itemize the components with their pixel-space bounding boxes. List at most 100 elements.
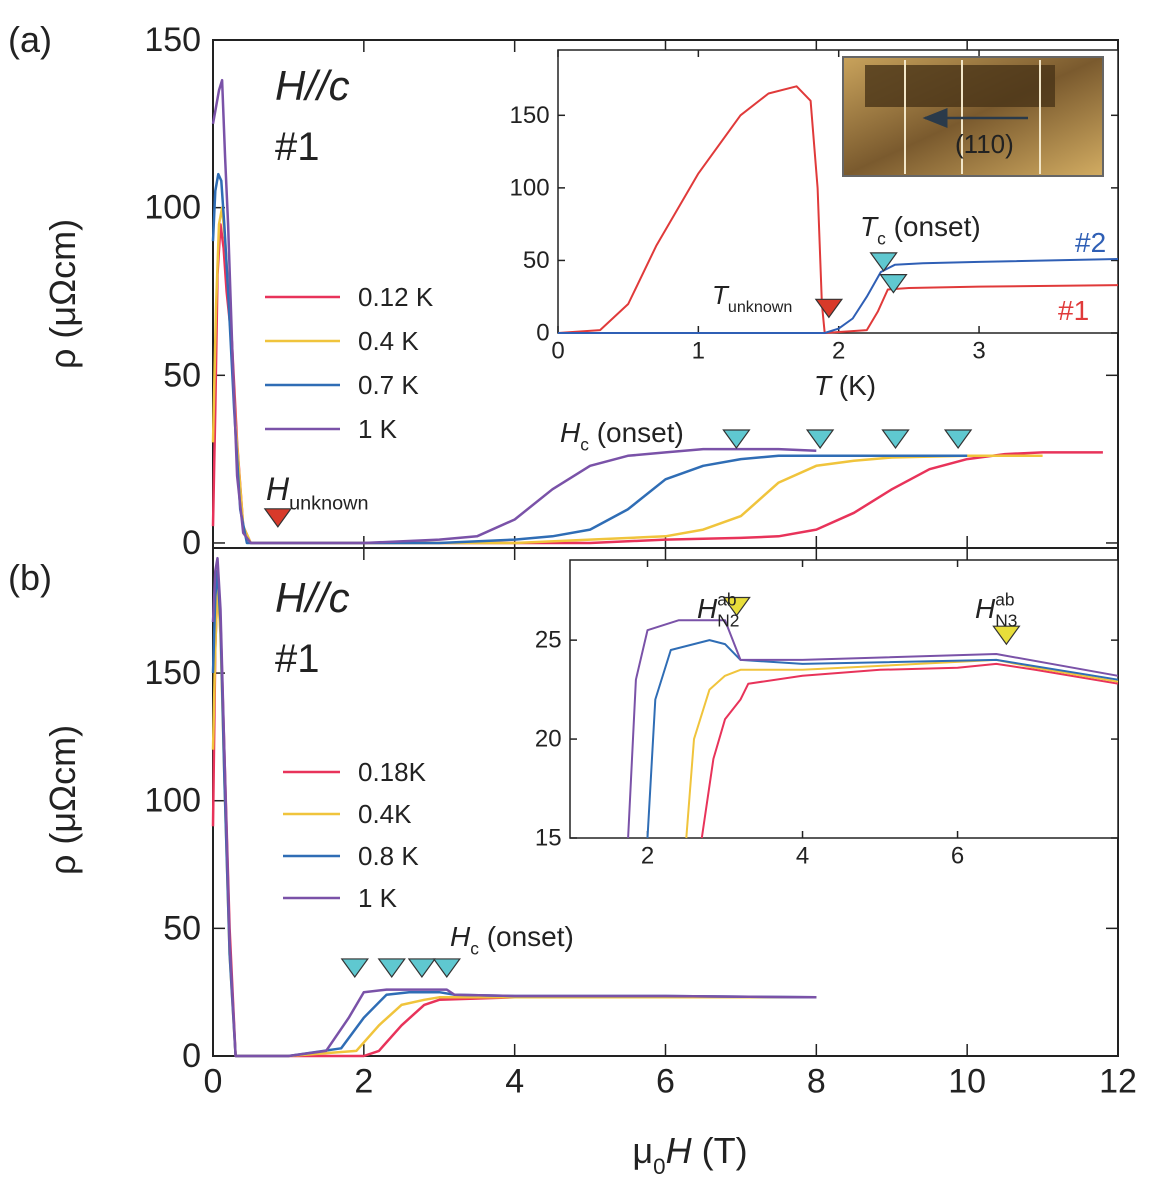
onset-marker — [879, 274, 908, 294]
annotation-text: (onset) — [589, 417, 684, 448]
y-axis-label: ρ (μΩcm) — [42, 725, 83, 875]
annotation: H//c — [275, 574, 350, 621]
y-tick-label: 100 — [144, 189, 201, 227]
x-tick-label: 10 — [948, 1063, 986, 1101]
data-line — [211, 78, 817, 545]
plot-frame — [569, 559, 1119, 839]
annotation: (a) — [8, 19, 52, 60]
x-tick-label: 2 — [641, 843, 654, 870]
y-tick-label: 25 — [535, 627, 562, 654]
annotation-text: (onset) — [479, 921, 574, 952]
annotation-text: unknown — [289, 493, 368, 515]
data-line — [700, 662, 1119, 839]
data-line — [685, 658, 1119, 839]
annotation-text: (onset) — [886, 211, 981, 242]
y-tick-label: 0 — [182, 1037, 201, 1075]
legend-label: 0.8 K — [358, 841, 419, 871]
y-tick-label: 150 — [510, 102, 550, 129]
onset-marker — [992, 625, 1021, 646]
y-tick-label: 150 — [144, 654, 201, 692]
annotation-text: ab — [995, 589, 1014, 609]
y-tick-label: 50 — [163, 356, 201, 394]
data-line — [646, 639, 1119, 839]
y-tick-label: 100 — [144, 782, 201, 820]
legend-label: 0.7 K — [358, 370, 419, 400]
legend-label: 1 K — [358, 883, 398, 913]
x-tick-label: 12 — [1099, 1063, 1137, 1101]
y-tick-label: 150 — [144, 21, 201, 59]
x-tick-label: 8 — [807, 1063, 826, 1101]
annotation-text: c — [470, 938, 479, 958]
annotation-text: 0 — [653, 1154, 665, 1179]
annotation-text: μ — [632, 1130, 653, 1171]
annotation-text: H — [560, 417, 581, 448]
legend-label: 0.12 K — [358, 282, 434, 312]
onset-marker — [377, 958, 406, 978]
onset-marker — [869, 252, 898, 272]
y-axis-label: ρ (μΩcm) — [42, 219, 83, 369]
photo-label: (110) — [955, 129, 1014, 159]
x-tick-label: 6 — [656, 1063, 675, 1101]
onset-marker — [407, 958, 437, 978]
annotation: #1 — [275, 637, 320, 681]
x-tick-label: 4 — [505, 1063, 524, 1101]
annotation-text: T — [814, 370, 833, 401]
series-label: #1 — [1058, 295, 1089, 326]
onset-marker — [722, 596, 751, 617]
y-tick-label: 20 — [535, 726, 562, 753]
series-label: #2 — [1075, 227, 1106, 258]
annotation-text: c — [580, 434, 589, 454]
x-tick-label: 1 — [692, 338, 705, 365]
x-tick-label: 2 — [354, 1063, 373, 1101]
annotation-text: H — [266, 471, 290, 507]
annotation-text: H — [666, 1130, 693, 1171]
annotation: (b) — [8, 557, 52, 598]
annotation-text: N2 — [717, 610, 739, 630]
annotation-text: #1 — [275, 125, 320, 169]
onset-marker — [722, 429, 751, 450]
onset-marker — [805, 429, 835, 450]
annotation-text: unknown — [728, 298, 793, 316]
annotation-text: T — [860, 211, 879, 242]
x-tick-label: 2 — [832, 338, 845, 365]
annotation-text: (T) — [692, 1130, 748, 1171]
annotation: H//c — [275, 62, 350, 109]
annotation-text: H — [450, 921, 471, 952]
x-tick-label: 6 — [951, 843, 964, 870]
annotation: #1 — [275, 125, 320, 169]
annotation-text: c — [877, 228, 886, 248]
y-tick-label: 0 — [536, 320, 549, 347]
annotation-text: H — [697, 593, 718, 624]
legend-label: 0.4 K — [358, 326, 419, 356]
annotation-text: (K) — [831, 370, 876, 401]
annotation-text: H — [975, 593, 996, 624]
onset-marker — [881, 429, 910, 450]
onset-marker — [263, 508, 293, 528]
y-tick-label: 50 — [523, 247, 550, 274]
onset-marker — [432, 958, 461, 978]
sample-crystal — [865, 65, 1055, 107]
x-tick-label: 0 — [204, 1063, 223, 1101]
onset-marker — [943, 429, 973, 450]
annotation-text: T — [712, 280, 730, 310]
annotation-text: H//c — [275, 62, 350, 109]
y-tick-label: 100 — [510, 174, 550, 201]
legend-label: 0.18K — [358, 757, 427, 787]
data-line — [211, 556, 817, 1058]
x-tick-label: 4 — [796, 843, 809, 870]
legend-label: 1 K — [358, 414, 398, 444]
y-tick-label: 15 — [535, 825, 562, 852]
onset-marker — [814, 298, 844, 319]
data-line — [627, 619, 1119, 839]
x-tick-label: 0 — [551, 338, 564, 365]
legend-label: 0.4K — [358, 799, 412, 829]
y-tick-label: 0 — [182, 524, 201, 562]
annotation-text: (b) — [8, 557, 52, 598]
